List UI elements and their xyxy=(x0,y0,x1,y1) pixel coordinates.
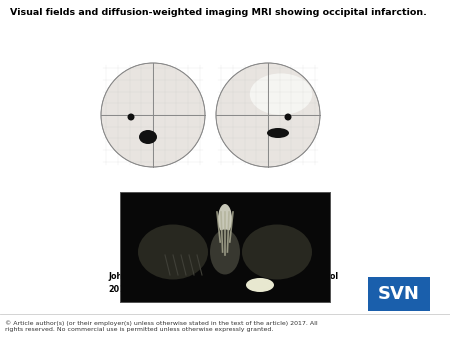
Ellipse shape xyxy=(210,230,240,274)
Text: SVN: SVN xyxy=(378,285,420,303)
Ellipse shape xyxy=(284,114,292,121)
Ellipse shape xyxy=(246,278,274,292)
Ellipse shape xyxy=(216,63,320,167)
FancyBboxPatch shape xyxy=(368,277,430,311)
Text: Visual fields and diffusion-weighted imaging MRI showing occipital infarction.: Visual fields and diffusion-weighted ima… xyxy=(10,8,427,17)
Ellipse shape xyxy=(250,73,312,115)
Ellipse shape xyxy=(242,224,312,280)
Ellipse shape xyxy=(127,114,135,121)
Ellipse shape xyxy=(101,63,205,167)
Ellipse shape xyxy=(138,224,208,280)
Ellipse shape xyxy=(218,204,232,234)
Ellipse shape xyxy=(267,128,289,138)
Text: John H Pula, and Carlen A Yuen Stroke Vasc Neurol
2017;2:210-220: John H Pula, and Carlen A Yuen Stroke Va… xyxy=(108,272,338,293)
Ellipse shape xyxy=(139,130,157,144)
Text: © Article author(s) (or their employer(s) unless otherwise stated in the text of: © Article author(s) (or their employer(s… xyxy=(5,320,318,332)
Bar xyxy=(120,192,330,302)
Bar xyxy=(120,192,330,302)
